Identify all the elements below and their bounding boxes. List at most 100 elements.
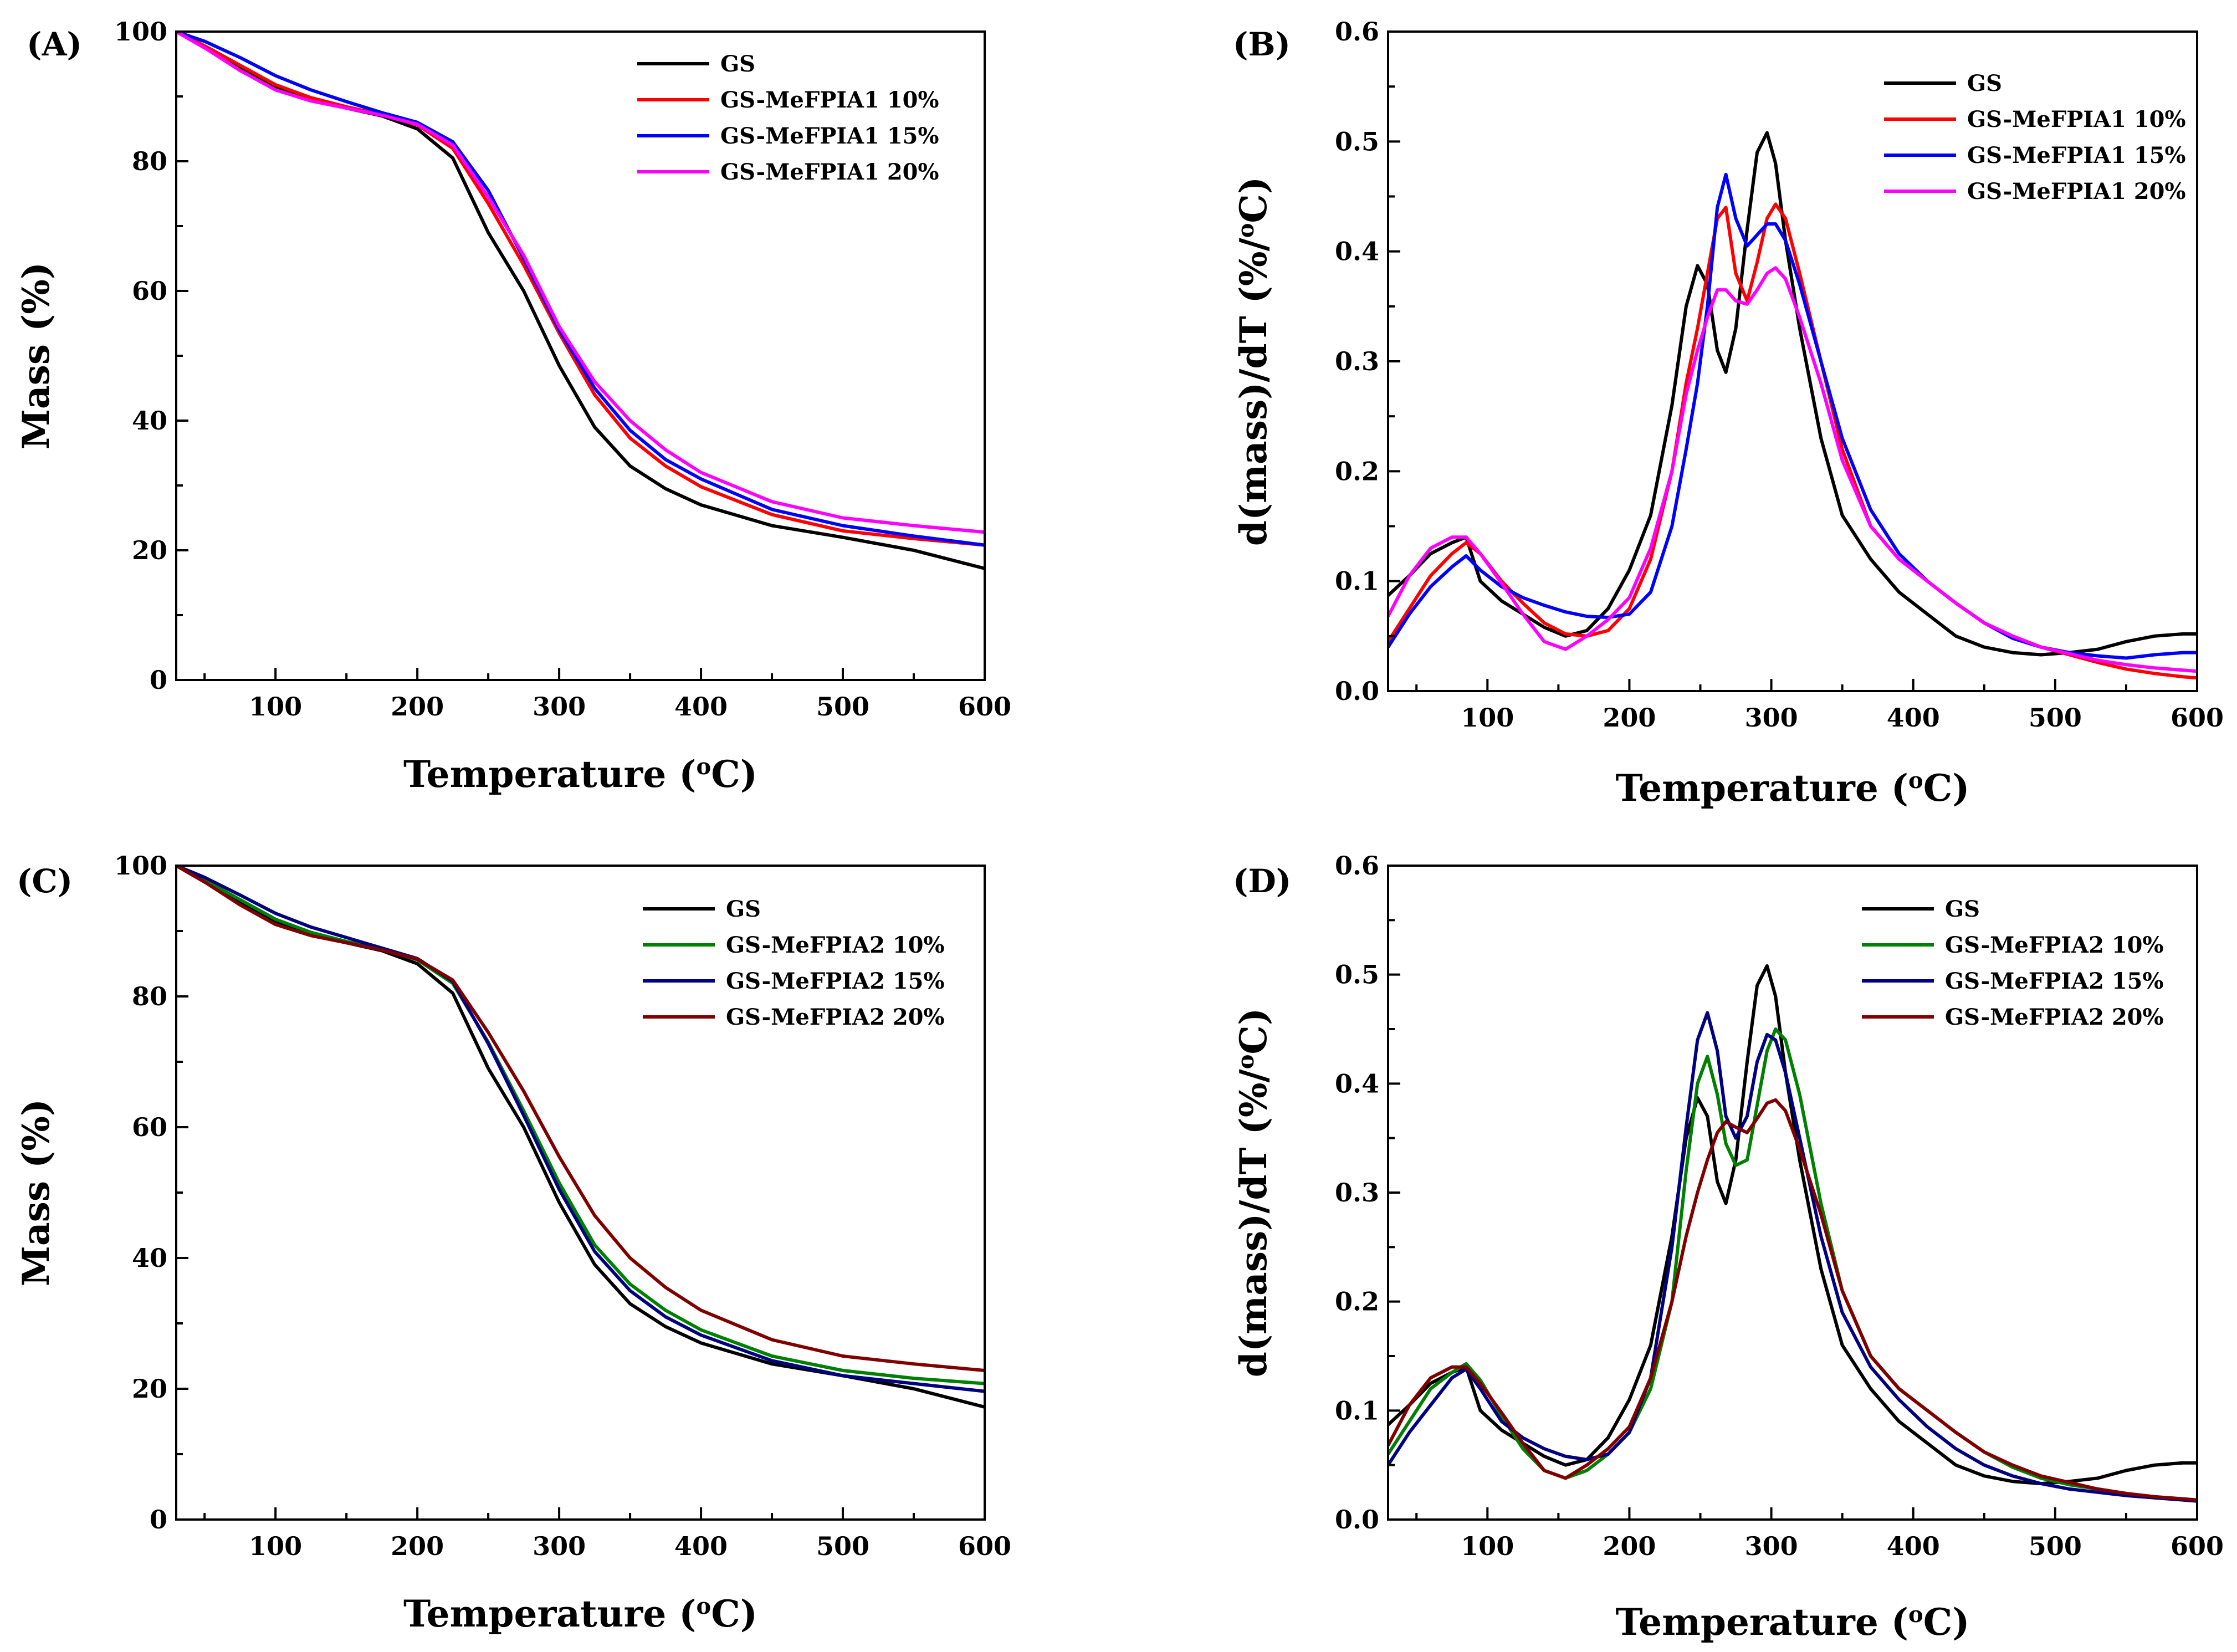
x-tick-label: 200: [391, 692, 444, 722]
y-tick-label: 60: [132, 1112, 167, 1142]
x-tick-label: 300: [533, 692, 586, 722]
series-line-gs-mefpia1-10pct: [176, 32, 985, 547]
y-tick-label: 20: [132, 1374, 167, 1404]
y-axis-title: d(mass)/dT (%/oC): [1232, 1008, 1275, 1377]
y-tick-label: 0.6: [1335, 17, 1379, 47]
series-line-gs: [176, 866, 985, 1409]
y-tick-label: 0.5: [1335, 960, 1379, 990]
y-tick-label: 0.4: [1335, 1068, 1379, 1098]
series-line-gs-mefpia2-15pct: [176, 866, 985, 1393]
y-tick-label: 0.1: [1335, 1395, 1379, 1425]
legend-label-gs-mefpia2-20pct: GS-MeFPIA2 20%: [1945, 1004, 2164, 1030]
legend-label-gs: GS: [720, 51, 755, 77]
legend: GS GS-MeFPIA1 10% GS-MeFPIA1 15% GS-MeFPIA1…: [637, 51, 939, 185]
series-line-gs-mefpia2-10pct: [1388, 1027, 2197, 1503]
legend-label-gs: GS: [1945, 896, 1980, 922]
y-tick-label: 0.2: [1335, 456, 1379, 486]
y-tick-label: 40: [132, 406, 167, 436]
x-tick-label: 400: [674, 1531, 728, 1561]
y-tick-label: 100: [114, 17, 167, 47]
x-tick-label: 100: [1461, 1531, 1514, 1561]
legend-label-gs-mefpia2-20pct: GS-MeFPIA2 20%: [726, 1004, 945, 1030]
y-tick-label: 0: [150, 665, 167, 695]
chart-panel-a: 100 200 300 400 500 600 0 20 40 60 80 100 (A) Tempera…: [14, 17, 1011, 796]
y-tick-label: 0.2: [1335, 1287, 1379, 1317]
legend-label-gs-mefpia1-15pct: GS-MeFPIA1 15%: [1967, 142, 2186, 168]
panel-label: (B): [1233, 25, 1291, 63]
legend-label-gs: GS: [726, 896, 761, 922]
y-tick-label: 0.4: [1335, 237, 1379, 267]
legend-label-gs-mefpia1-10pct: GS-MeFPIA1 10%: [1967, 106, 2186, 132]
legend-label-gs-mefpia1-10pct: GS-MeFPIA1 10%: [720, 87, 939, 113]
legend-label-gs-mefpia2-10pct: GS-MeFPIA2 10%: [726, 932, 945, 958]
x-axis-title: Temperature (oC): [1616, 766, 1970, 810]
x-axis-title: Temperature (oC): [403, 753, 757, 796]
x-tick-label: 100: [1461, 703, 1514, 733]
series-line-gs: [1388, 131, 2197, 657]
x-tick-label: 500: [2029, 1531, 2082, 1561]
y-tick-label: 100: [114, 851, 167, 881]
x-tick-label: 200: [1603, 1531, 1656, 1561]
chart-panel-b: 100 200 300 400 500 600 0.0 0.1 0.2 0.3 0.4 0.5 0.6 (…: [1232, 17, 2224, 810]
legend-label-gs-mefpia2-15pct: GS-MeFPIA2 15%: [1945, 968, 2164, 994]
series-line-gs-mefpia1-15pct: [1388, 172, 2197, 660]
y-tick-label: 0.0: [1335, 1505, 1379, 1535]
x-axis-title: Temperature (oC): [403, 1592, 757, 1635]
x-tick-label: 200: [1603, 703, 1656, 733]
y-tick-label: 0: [150, 1505, 167, 1535]
y-tick-label: 60: [132, 276, 167, 306]
x-tick-label: 200: [391, 1531, 444, 1561]
panel-label: (D): [1233, 862, 1291, 900]
y-tick-label: 0.5: [1335, 126, 1379, 156]
y-tick-label: 0.6: [1335, 851, 1379, 881]
x-tick-label: 100: [249, 692, 302, 722]
y-tick-label: 0.3: [1335, 346, 1379, 376]
legend-label-gs-mefpia2-10pct: GS-MeFPIA2 10%: [1945, 932, 2164, 958]
y-tick-label: 40: [132, 1243, 167, 1273]
x-tick-label: 600: [958, 1531, 1011, 1561]
y-axis-title: d(mass)/dT (%/oC): [1232, 177, 1275, 546]
y-tick-label: 80: [132, 981, 167, 1011]
x-tick-label: 100: [249, 1531, 302, 1561]
chart-panel-c: 100 200 300 400 500 600 0 20 40 60 80 100 (C) Tempera…: [14, 851, 1011, 1635]
legend: GS GS-MeFPIA2 10% GS-MeFPIA2 15% GS-MeFPIA2…: [643, 896, 945, 1030]
series-line-gs-mefpia1-20pct: [176, 32, 985, 534]
series-line-gs: [176, 32, 985, 570]
series-line-gs: [1388, 964, 2197, 1486]
legend: GS GS-MeFPIA2 10% GS-MeFPIA2 15% GS-MeFPIA2…: [1862, 896, 2164, 1030]
legend-label-gs-mefpia1-20pct: GS-MeFPIA1 20%: [720, 159, 939, 185]
legend-label-gs-mefpia1-20pct: GS-MeFPIA1 20%: [1967, 178, 2186, 204]
x-tick-label: 600: [958, 692, 1011, 722]
legend-label-gs-mefpia2-15pct: GS-MeFPIA2 15%: [726, 968, 945, 994]
panel-label: (A): [27, 25, 82, 63]
x-tick-label: 600: [2171, 1531, 2224, 1561]
x-tick-label: 500: [816, 1531, 869, 1561]
x-tick-label: 500: [816, 692, 869, 722]
x-axis-title: Temperature (oC): [1616, 1600, 1970, 1644]
y-tick-label: 80: [132, 146, 167, 176]
y-tick-label: 0.3: [1335, 1178, 1379, 1208]
legend-label-gs-mefpia1-15pct: GS-MeFPIA1 15%: [720, 123, 939, 149]
x-tick-label: 300: [1745, 1531, 1798, 1561]
y-tick-label: 0.0: [1335, 676, 1379, 706]
y-axis-title: Mass (%): [14, 262, 58, 449]
x-tick-label: 400: [1887, 1531, 1940, 1561]
x-tick-label: 400: [674, 692, 728, 722]
legend: GS GS-MeFPIA1 10% GS-MeFPIA1 15% GS-MeFPIA1…: [1884, 70, 2186, 204]
y-tick-label: 20: [132, 535, 167, 565]
x-tick-label: 300: [533, 1531, 586, 1561]
series-line-gs-mefpia1-20pct: [1388, 266, 2197, 673]
series-line-gs-mefpia2-20pct: [176, 866, 985, 1372]
panel-label: (C): [17, 862, 73, 900]
x-tick-label: 300: [1745, 703, 1798, 733]
chart-panel-d: 100 200 300 400 500 600 0.0 0.1 0.2 0.3 0.4 0.5 0.6 (…: [1232, 851, 2224, 1644]
y-axis-title: Mass (%): [14, 1099, 58, 1286]
series-line-gs-mefpia2-15pct: [1388, 1011, 2197, 1503]
y-tick-label: 0.1: [1335, 566, 1379, 596]
x-tick-label: 500: [2029, 703, 2082, 733]
x-tick-label: 400: [1887, 703, 1940, 733]
legend-label-gs: GS: [1967, 70, 2002, 96]
series-line-gs-mefpia2-20pct: [1388, 1098, 2197, 1502]
x-tick-label: 600: [2171, 703, 2224, 733]
